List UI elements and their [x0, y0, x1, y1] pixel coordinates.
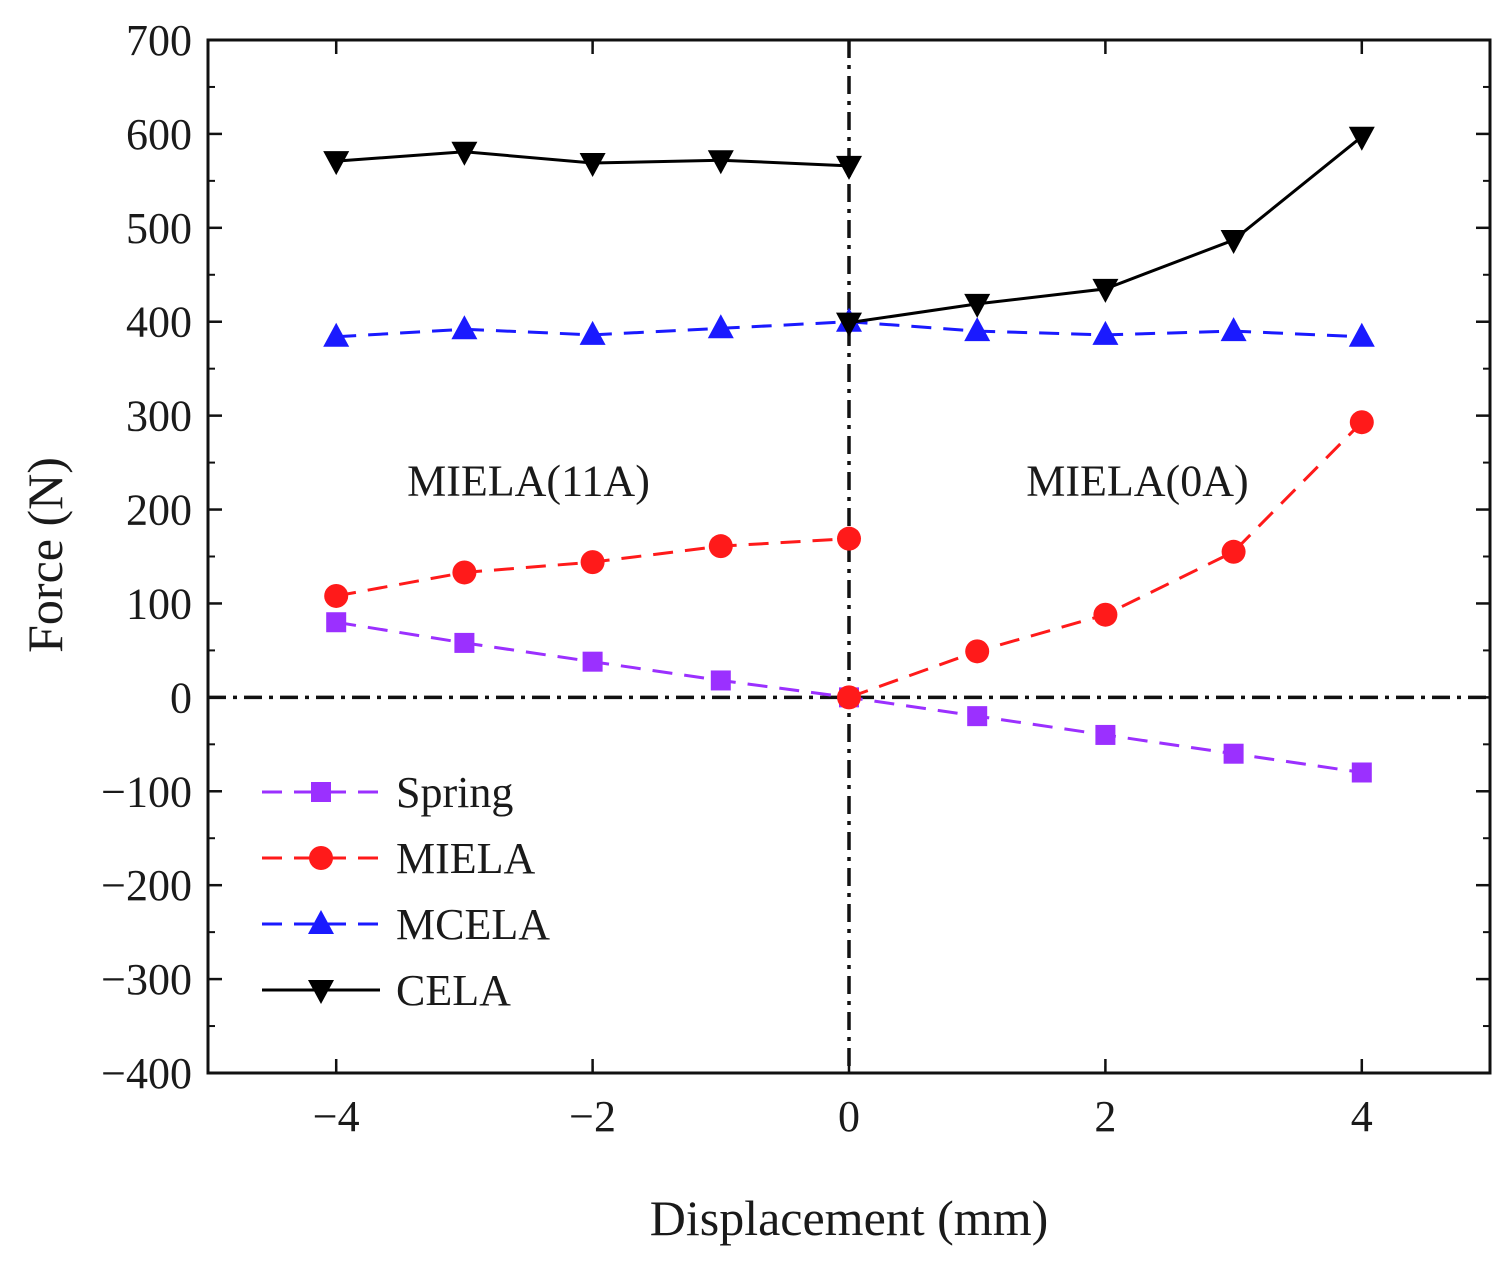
series-layer [323, 126, 1375, 783]
y-tick-label: −200 [101, 861, 192, 910]
x-tick-label: −4 [313, 1092, 360, 1141]
data-point-mcela [1348, 322, 1375, 347]
data-point-miela [837, 526, 861, 551]
legend-marker-mcela [308, 910, 334, 934]
data-point-cela [451, 141, 478, 166]
x-axis-title: Displacement (mm) [650, 1190, 1049, 1246]
data-point-cela [579, 153, 606, 178]
data-point-mcela [451, 315, 478, 340]
data-point-miela [324, 583, 349, 608]
y-tick-label: −300 [101, 955, 192, 1004]
data-point-mcela [579, 320, 606, 345]
data-point-spring [326, 612, 347, 633]
y-tick-label: −400 [101, 1049, 192, 1098]
y-tick-label: 700 [126, 16, 192, 65]
data-point-miela [1221, 539, 1246, 564]
legend-label-miela: MIELA [396, 834, 536, 883]
data-point-mcela [707, 314, 734, 339]
data-point-spring [454, 632, 475, 653]
annotation-label: MIELA(11A) [407, 456, 650, 505]
legend-marker-cela [308, 980, 334, 1004]
data-point-spring [710, 670, 731, 691]
y-tick-label: 500 [126, 204, 192, 253]
tick-labels: −4 −2 0 2 4 −400 −300 −200 −100 0 100 200 300 400 500 6… [101, 16, 1373, 1141]
legend-label-spring: Spring [396, 768, 513, 817]
data-point-cela [836, 312, 862, 337]
legend-label-cela: CELA [396, 966, 511, 1015]
data-point-miela [580, 550, 605, 575]
y-tick-label: 600 [126, 110, 192, 159]
data-point-cela [1220, 230, 1247, 255]
data-point-mcela [1220, 317, 1247, 342]
series-cela [323, 126, 1375, 337]
data-point-miela [708, 534, 733, 559]
data-point-mcela [1092, 320, 1119, 345]
y-tick-label: 0 [170, 673, 192, 722]
y-axis-title: Force (N) [17, 457, 73, 653]
x-tick-label: 2 [1094, 1092, 1116, 1141]
y-tick-label: 200 [126, 486, 192, 535]
data-point-cela [1348, 126, 1375, 151]
data-point-mcela [964, 317, 991, 342]
data-point-spring [1351, 762, 1372, 783]
annotation-label: MIELA(0A) [1026, 456, 1248, 505]
data-point-miela [965, 639, 990, 664]
axis-ticks [208, 38, 1490, 1075]
data-point-miela [837, 685, 861, 710]
data-point-miela [452, 560, 477, 585]
x-tick-label: −2 [569, 1092, 616, 1141]
legend: Spring MIELA MCELA CELA [262, 768, 550, 1015]
legend-marker-miela [309, 846, 333, 870]
series-miela [324, 410, 1374, 710]
data-point-cela [323, 151, 350, 176]
data-point-cela [707, 150, 734, 175]
data-point-spring [582, 651, 603, 672]
x-tick-label: 4 [1351, 1092, 1373, 1141]
data-point-miela [1349, 410, 1374, 435]
annotations: MIELA(11A) MIELA(0A) [407, 456, 1249, 505]
data-point-cela [836, 155, 862, 180]
y-tick-label: −100 [101, 767, 192, 816]
data-point-spring [1095, 724, 1116, 745]
data-point-cela [1092, 278, 1119, 303]
y-tick-label: 100 [126, 579, 192, 628]
data-point-miela [1093, 602, 1118, 627]
legend-marker-spring [311, 782, 331, 802]
y-tick-label: 300 [126, 392, 192, 441]
data-point-cela [964, 293, 991, 318]
data-point-spring [967, 706, 988, 727]
data-point-mcela [323, 322, 350, 347]
data-point-spring [1223, 743, 1244, 764]
legend-label-mcela: MCELA [396, 900, 550, 949]
y-tick-label: 400 [126, 298, 192, 347]
x-tick-label: 0 [838, 1092, 860, 1141]
